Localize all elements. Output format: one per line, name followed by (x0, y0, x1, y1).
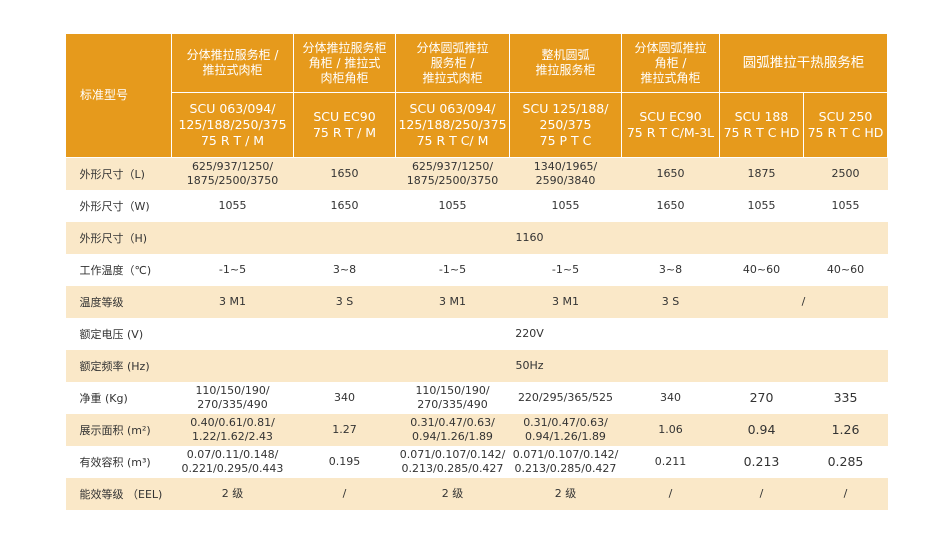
table-cell: 2500 (803, 157, 888, 190)
table-cell: 0.94 (719, 414, 804, 446)
table-cell: 0.071/0.107/0.142/ 0.213/0.285/0.427 (395, 446, 510, 478)
header-model: SCU 125/188/ 250/375 75 P T C (509, 92, 622, 158)
table-cell: -1~5 (395, 254, 510, 286)
row-label: 外形尺寸（H) (65, 222, 172, 254)
header-model: SCU 250 75 R T C HD (803, 92, 888, 158)
table-cell: 0.31/0.47/0.63/ 0.94/1.26/1.89 (395, 414, 510, 446)
table-cell: 3 S (621, 286, 720, 318)
table-cell: 3 M1 (171, 286, 294, 318)
table-row: 工作温度（℃) -1~5 3~8 -1~5 -1~5 3~8 40~60 40~… (65, 254, 888, 286)
table-cell: -1~5 (171, 254, 294, 286)
table-cell: 3 M1 (395, 286, 510, 318)
row-label: 额定频率 (Hz) (65, 350, 172, 382)
table-cell: 3~8 (293, 254, 396, 286)
table-cell: 1.26 (803, 414, 888, 446)
table-cell: 3 M1 (509, 286, 622, 318)
table-cell: 0.40/0.61/0.81/ 1.22/1.62/2.43 (171, 414, 294, 446)
table-cell-span: 1160 (171, 222, 888, 254)
table-cell: 0.211 (621, 446, 720, 478)
table-cell-span: 50Hz (171, 350, 888, 382)
row-label: 外形尺寸（L) (65, 157, 172, 190)
table-cell: 110/150/190/ 270/335/490 (395, 382, 510, 414)
table-cell: 0.195 (293, 446, 396, 478)
header-model: SCU 188 75 R T C HD (719, 92, 804, 158)
table-cell: 340 (621, 382, 720, 414)
table-cell: 1055 (395, 190, 510, 222)
table-cell: 1055 (509, 190, 622, 222)
table-cell: 40~60 (803, 254, 888, 286)
table-row: 净重 (Kg) 110/150/190/ 270/335/490 340 110… (65, 382, 888, 414)
table-cell: 1875 (719, 157, 804, 190)
table-row: 能效等级 （EEL) 2 级 / 2 级 2 级 / / / (65, 478, 888, 510)
table-cell: 2 级 (171, 478, 294, 510)
row-label: 净重 (Kg) (65, 382, 172, 414)
row-label: 额定电压 (V) (65, 318, 172, 350)
table-cell: 625/937/1250/ 1875/2500/3750 (171, 157, 294, 190)
table-row: 外形尺寸（W) 1055 1650 1055 1055 1650 1055 10… (65, 190, 888, 222)
table-cell: 0.31/0.47/0.63/ 0.94/1.26/1.89 (509, 414, 622, 446)
table-row: 额定频率 (Hz) 50Hz (65, 350, 888, 382)
table-cell: 2 级 (509, 478, 622, 510)
table-cell: / (719, 478, 804, 510)
row-label: 有效容积 (m³) (65, 446, 172, 478)
table-cell: / (803, 478, 888, 510)
table-cell: 625/937/1250/ 1875/2500/3750 (395, 157, 510, 190)
header-group-label: 分体圆弧推拉 服务柜 / 推拉式肉柜 (395, 33, 510, 93)
header-model: SCU 063/094/ 125/188/250/375 75 R T / M (171, 92, 294, 158)
table-cell: 1650 (621, 190, 720, 222)
spec-table: 标准型号 分体推拉服务柜 / 推拉式肉柜 分体推拉服务柜 角柜 / 推拉式 肉柜… (65, 33, 888, 510)
header-model: SCU EC90 75 R T C/M-3L (621, 92, 720, 158)
table-cell: 1340/1965/ 2590/3840 (509, 157, 622, 190)
table-cell: 110/150/190/ 270/335/490 (171, 382, 294, 414)
table-row: 外形尺寸（L) 625/937/1250/ 1875/2500/3750 165… (65, 157, 888, 190)
header-group-label: 圆弧推拉干热服务柜 (719, 33, 888, 93)
table-cell: 335 (803, 382, 888, 414)
row-label: 能效等级 （EEL) (65, 478, 172, 510)
header-group-label: 整机圆弧 推拉服务柜 (509, 33, 622, 93)
table-cell: / (293, 478, 396, 510)
table-cell: 1055 (719, 190, 804, 222)
table-cell: -1~5 (509, 254, 622, 286)
row-label: 工作温度（℃) (65, 254, 172, 286)
header-corner-label: 标准型号 (65, 33, 172, 158)
table-cell: 1.06 (621, 414, 720, 446)
table-cell: 1055 (171, 190, 294, 222)
table-cell: 1650 (293, 157, 396, 190)
header-model: SCU 063/094/ 125/188/250/375 75 R T C/ M (395, 92, 510, 158)
table-cell-span: / (719, 286, 888, 318)
table-cell: 3~8 (621, 254, 720, 286)
header-group-label: 分体推拉服务柜 角柜 / 推拉式 肉柜角柜 (293, 33, 396, 93)
row-label: 温度等级 (65, 286, 172, 318)
table-cell: 220/295/365/525 (509, 382, 622, 414)
table-cell: 0.285 (803, 446, 888, 478)
table-row: 额定电压 (V) 220V (65, 318, 888, 350)
table-cell: 270 (719, 382, 804, 414)
table-cell: 2 级 (395, 478, 510, 510)
table-cell: 3 S (293, 286, 396, 318)
table-cell-span: 220V (171, 318, 888, 350)
table-cell: 1650 (293, 190, 396, 222)
header-group-label: 分体推拉服务柜 / 推拉式肉柜 (171, 33, 294, 93)
table-cell: 1650 (621, 157, 720, 190)
table-cell: 1.27 (293, 414, 396, 446)
table-row: 展示面积 (m²) 0.40/0.61/0.81/ 1.22/1.62/2.43… (65, 414, 888, 446)
table-cell: 0.07/0.11/0.148/ 0.221/0.295/0.443 (171, 446, 294, 478)
table-cell: 40~60 (719, 254, 804, 286)
header-model: SCU EC90 75 R T / M (293, 92, 396, 158)
table-cell: / (621, 478, 720, 510)
table-row: 外形尺寸（H) 1160 (65, 222, 888, 254)
table-row: 有效容积 (m³) 0.07/0.11/0.148/ 0.221/0.295/0… (65, 446, 888, 478)
row-label: 展示面积 (m²) (65, 414, 172, 446)
table-cell: 0.071/0.107/0.142/ 0.213/0.285/0.427 (509, 446, 622, 478)
table-cell: 340 (293, 382, 396, 414)
row-label: 外形尺寸（W) (65, 190, 172, 222)
table-cell: 1055 (803, 190, 888, 222)
table-row: 温度等级 3 M1 3 S 3 M1 3 M1 3 S / (65, 286, 888, 318)
header-group-label: 分体圆弧推拉 角柜 / 推拉式角柜 (621, 33, 720, 93)
table-cell: 0.213 (719, 446, 804, 478)
